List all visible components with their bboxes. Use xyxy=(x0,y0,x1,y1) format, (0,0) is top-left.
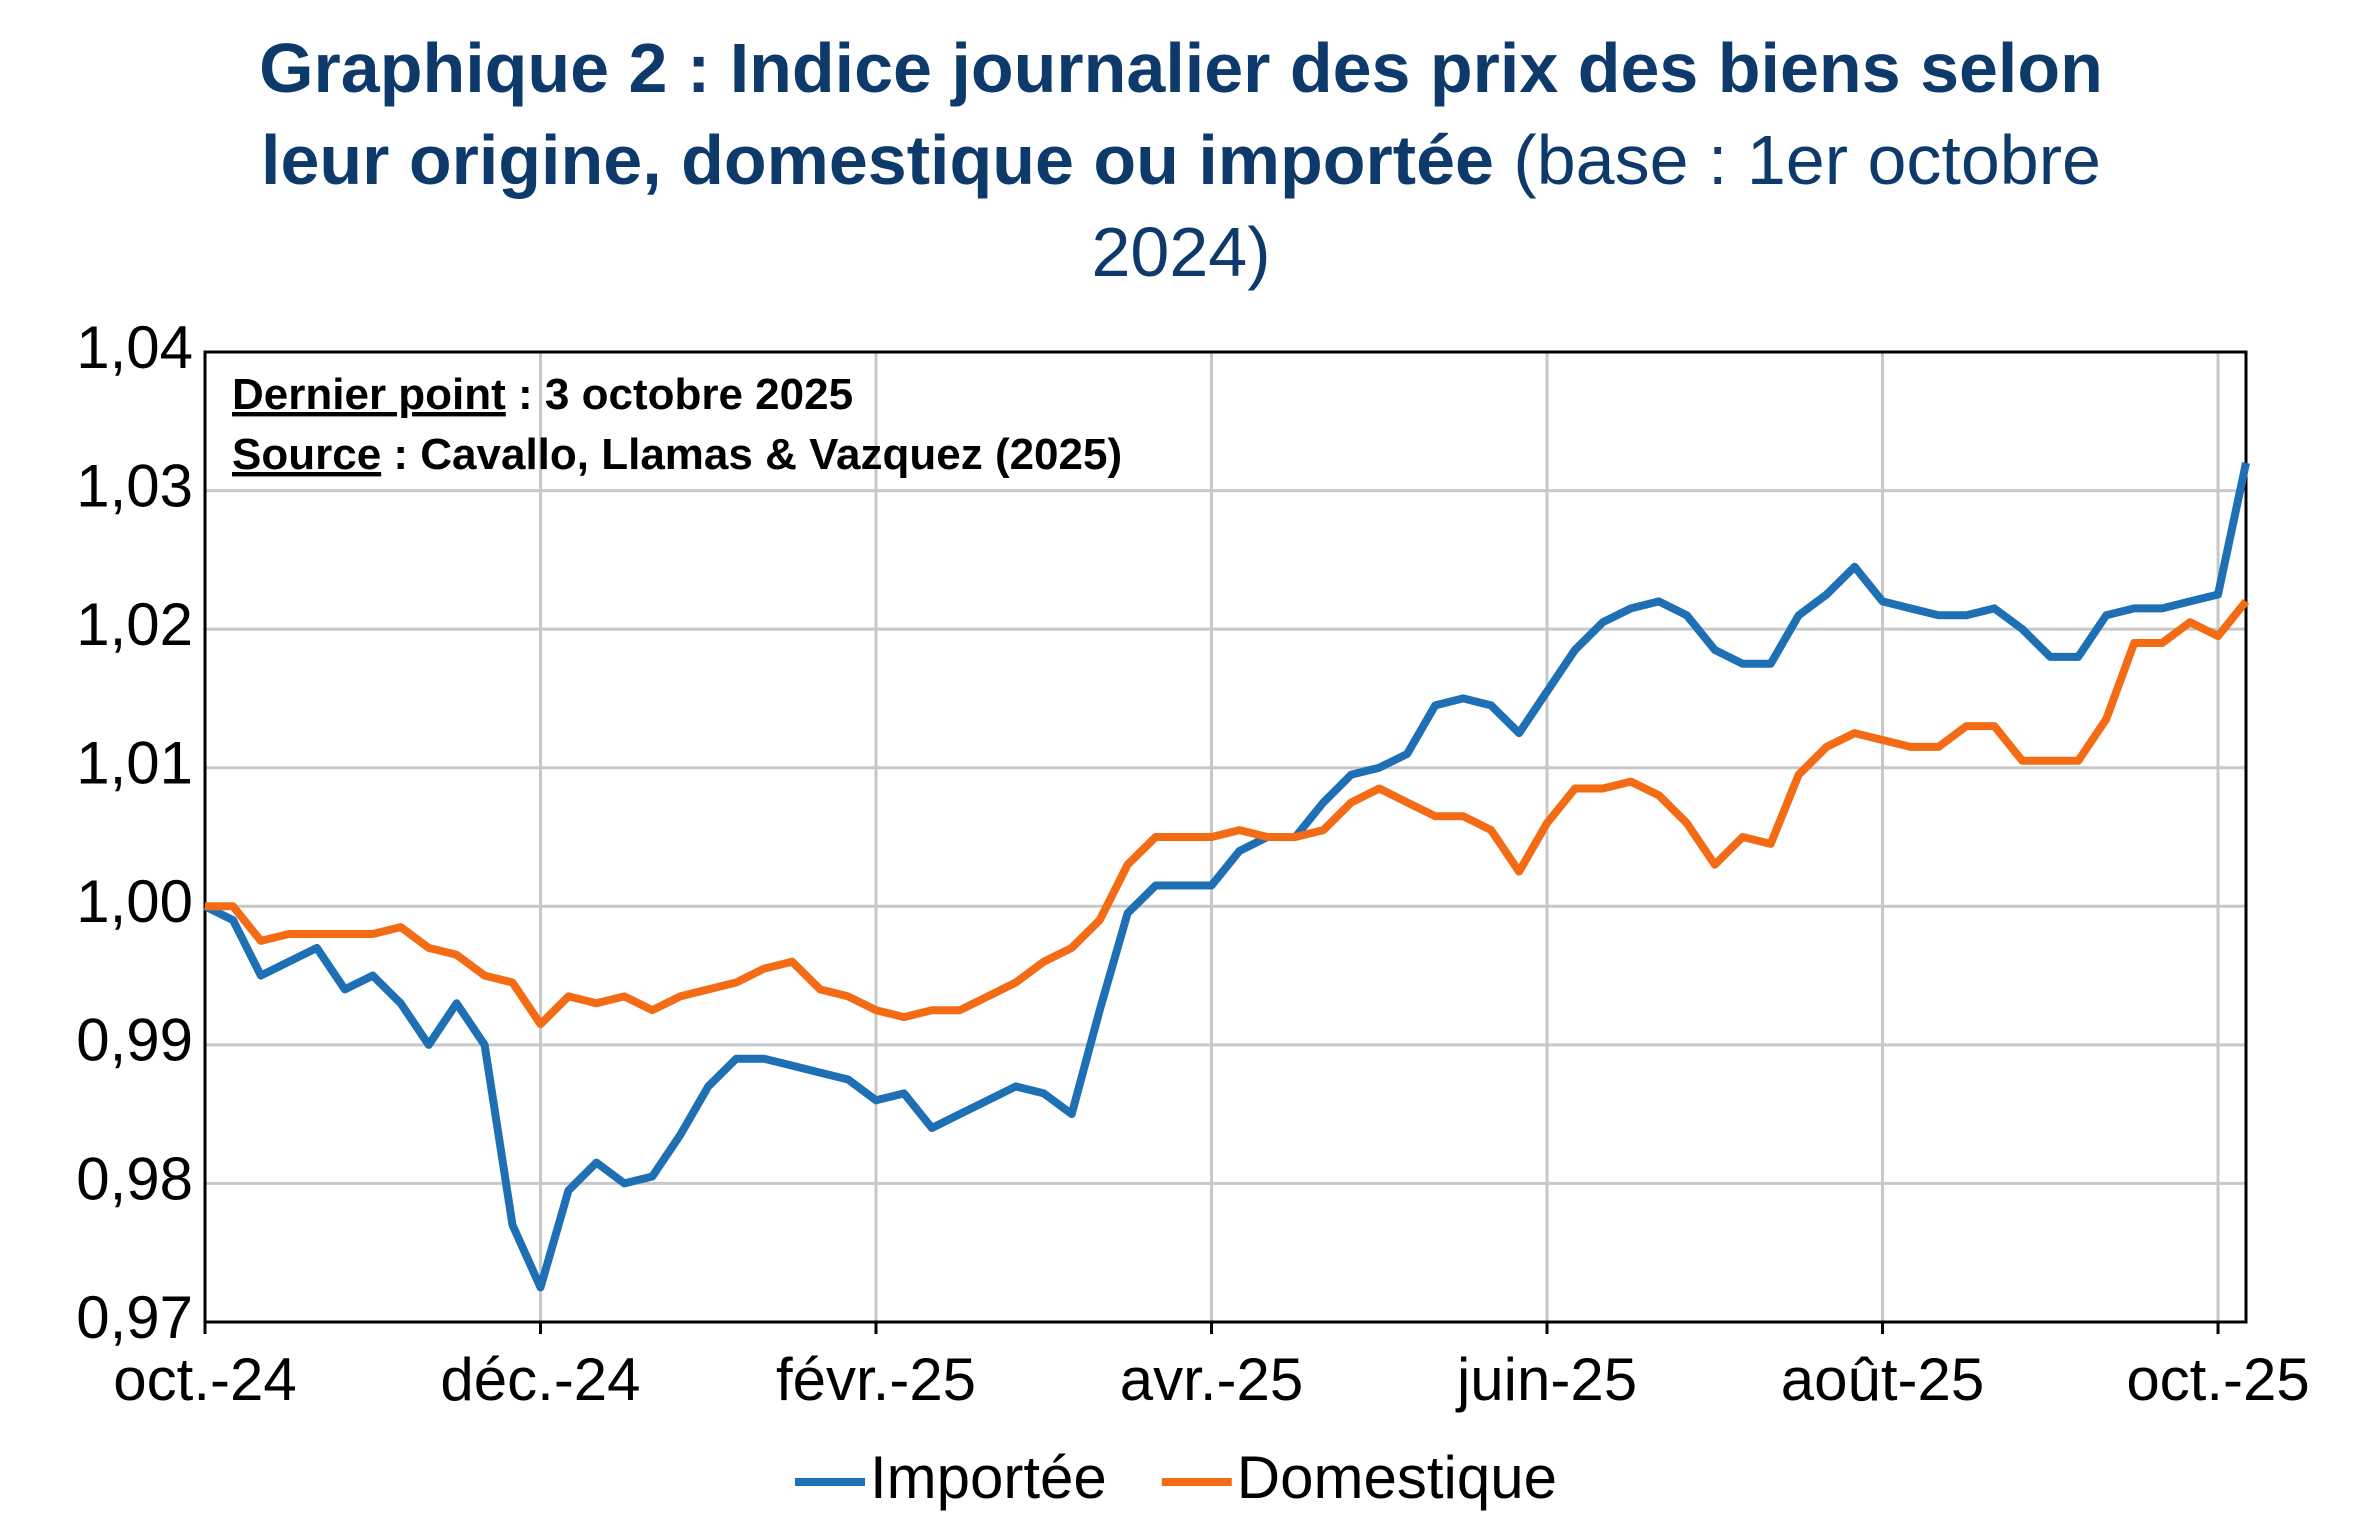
chart-subtitle: (base : 1er octobre 2024) xyxy=(1091,121,2101,291)
x-tick-label: déc.-24 xyxy=(440,1346,640,1413)
annotation-label: Dernier point xyxy=(232,370,506,419)
annotation-label: Source xyxy=(232,430,381,479)
chart-title-block: Graphique 2 : Indice journalier des prix… xyxy=(231,22,2131,298)
y-tick-label: 1,02 xyxy=(76,591,193,658)
x-tick-label: févr.-25 xyxy=(776,1346,976,1413)
legend-label: Importée xyxy=(870,1444,1107,1511)
annotation-text: : 3 octobre 2025 xyxy=(506,370,853,419)
annotation: Source : Cavallo, Llamas & Vazquez (2025… xyxy=(232,430,1122,479)
legend-label: Domestique xyxy=(1237,1444,1557,1511)
y-tick-label: 0,99 xyxy=(76,1007,193,1074)
y-tick-label: 1,00 xyxy=(76,868,193,935)
x-tick-label: août-25 xyxy=(1781,1346,1985,1413)
y-tick-label: 1,03 xyxy=(76,452,193,519)
plot-frame xyxy=(203,350,2248,1324)
annotation-text: : Cavallo, Llamas & Vazquez (2025) xyxy=(381,430,1122,479)
x-tick-label: oct.-25 xyxy=(2126,1346,2309,1413)
annotation: Dernier point : 3 octobre 2025 xyxy=(232,370,853,419)
x-tick-label: avr.-25 xyxy=(1120,1346,1303,1413)
y-tick-label: 1,04 xyxy=(76,314,193,381)
y-tick-label: 0,97 xyxy=(76,1284,193,1351)
x-tick-label: oct.-24 xyxy=(113,1346,296,1413)
y-tick-label: 1,01 xyxy=(76,730,193,797)
chart-title: Graphique 2 : Indice journalier des prix… xyxy=(259,29,2103,199)
x-tick-label: juin-25 xyxy=(1455,1346,1637,1413)
y-tick-label: 0,98 xyxy=(76,1145,193,1212)
line-series xyxy=(203,462,2250,1292)
line-series xyxy=(205,598,2250,1029)
